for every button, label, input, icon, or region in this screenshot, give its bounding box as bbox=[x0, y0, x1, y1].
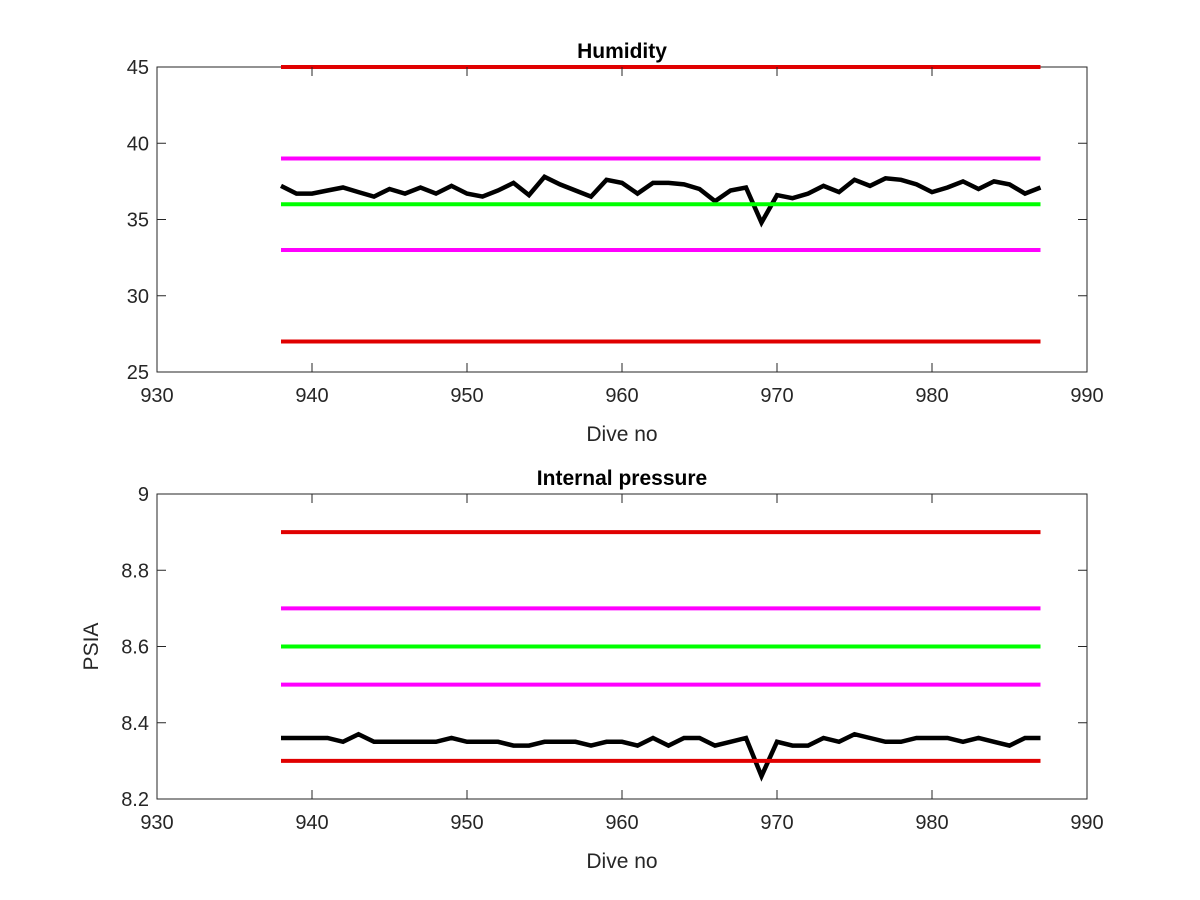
data-line bbox=[279, 174, 1042, 228]
x-tick-label: 960 bbox=[605, 385, 638, 407]
chart-title: Humidity bbox=[577, 40, 667, 63]
internal-pressure-subplot: 930 940 950 960 970 980 990 8.2 8.4 8.6 8.8 9 Inter… bbox=[80, 467, 1104, 873]
y-tick-label: 8.6 bbox=[121, 637, 149, 659]
x-tick-label: 950 bbox=[450, 385, 483, 407]
y-tick-label: 8.2 bbox=[121, 789, 149, 811]
y-tick-label: 8.4 bbox=[121, 713, 149, 735]
x-tick-label: 980 bbox=[915, 812, 948, 834]
chart-title: Internal pressure bbox=[537, 467, 707, 490]
x-tick-label: 940 bbox=[295, 812, 328, 834]
y-axis-label: PSIA bbox=[80, 623, 103, 671]
y-tick-label: 8.8 bbox=[121, 560, 149, 582]
x-tick-label: 940 bbox=[295, 385, 328, 407]
x-tick-label: 990 bbox=[1070, 812, 1103, 834]
x-tick-label: 970 bbox=[760, 812, 793, 834]
axes-box bbox=[156, 66, 1088, 373]
y-tick-label: 9 bbox=[138, 484, 149, 506]
x-tick-label: 990 bbox=[1070, 385, 1103, 407]
x-tick-label: 980 bbox=[915, 385, 948, 407]
humidity-subplot: 930 940 950 960 970 980 990 25 30 35 40 45 Humidity… bbox=[127, 40, 1104, 446]
y-tick-label: 35 bbox=[127, 210, 149, 232]
x-axis-label: Dive no bbox=[586, 850, 657, 873]
x-tick-label: 930 bbox=[140, 385, 173, 407]
x-tick-label: 970 bbox=[760, 385, 793, 407]
x-axis-label: Dive no bbox=[586, 423, 657, 446]
x-tick-label: 950 bbox=[450, 812, 483, 834]
y-tick-label: 40 bbox=[127, 133, 149, 155]
x-tick-label: 930 bbox=[140, 812, 173, 834]
x-tick-label: 960 bbox=[605, 812, 638, 834]
y-tick-label: 25 bbox=[127, 362, 149, 384]
data-line bbox=[281, 731, 1041, 782]
y-tick-label: 30 bbox=[127, 286, 149, 308]
y-tick-label: 45 bbox=[127, 57, 149, 79]
